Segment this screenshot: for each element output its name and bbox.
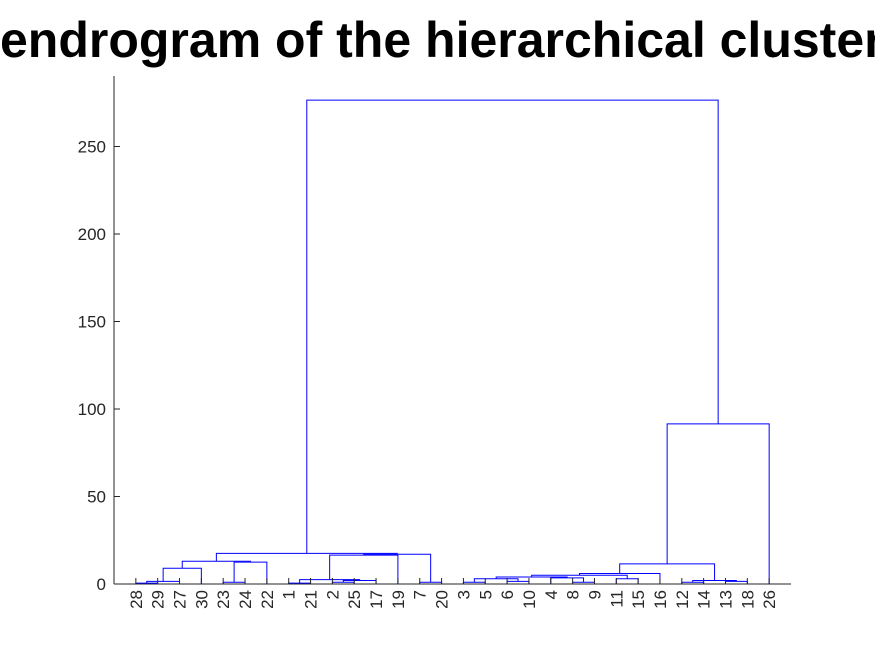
leaf-label-6: 6	[498, 590, 517, 599]
leaf-label-27: 27	[171, 590, 190, 609]
leaf-label-24: 24	[236, 590, 255, 609]
y-tick-label-100: 100	[78, 400, 106, 419]
leaf-label-3: 3	[454, 590, 473, 599]
dendrogram-link-n28	[666, 423, 770, 584]
leaf-label-18: 18	[738, 590, 757, 609]
leaf-label-8: 8	[564, 590, 583, 599]
leaf-label-1: 1	[280, 590, 299, 599]
leaf-label-25: 25	[345, 590, 364, 609]
leaf-label-20: 20	[433, 590, 452, 609]
dendrogram-links	[135, 99, 770, 584]
axes	[113, 76, 791, 585]
leaf-label-29: 29	[149, 590, 168, 609]
y-tick-label-200: 200	[78, 225, 106, 244]
y-tick-label-150: 150	[78, 313, 106, 332]
leaf-label-17: 17	[367, 590, 386, 609]
leaf-label-10: 10	[520, 590, 539, 609]
dendrogram-link-n29	[306, 99, 719, 554]
dendrogram-link-n19	[550, 577, 585, 584]
y-tick-label-50: 50	[87, 488, 106, 507]
leaf-label-5: 5	[476, 590, 495, 599]
leaf-label-26: 26	[760, 590, 779, 609]
dendrogram-link-n5	[233, 561, 268, 584]
y-axis-ticks: 0 50 100 150 200 250	[78, 138, 120, 594]
leaf-label-15: 15	[629, 590, 648, 609]
y-tick-label-250: 250	[78, 138, 106, 157]
leaf-label-2: 2	[323, 590, 342, 599]
dendrogram-link-n27	[619, 563, 716, 581]
leaf-label-13: 13	[716, 590, 735, 609]
leaf-label-28: 28	[127, 590, 146, 609]
leaf-label-30: 30	[192, 590, 211, 609]
leaf-label-9: 9	[585, 590, 604, 599]
leaf-label-14: 14	[695, 590, 714, 609]
dendrogram-link-n21	[615, 578, 639, 584]
leaf-label-7: 7	[411, 590, 430, 599]
leaf-label-4: 4	[542, 590, 561, 599]
chart-title: endrogram of the hierarchical cluster	[0, 12, 875, 68]
y-tick-label-0: 0	[97, 575, 106, 594]
leaf-label-19: 19	[389, 590, 408, 609]
dendrogram-link-n13	[363, 553, 432, 583]
leaf-label-11: 11	[607, 590, 626, 608]
leaf-label-22: 22	[258, 590, 277, 609]
leaf-label-23: 23	[214, 590, 233, 609]
x-axis-ticks: 28 29 27 30 23 24 22 1 21 2 25 17 19 7 20 3 5 6 10 4 8 9 11 15 1…	[127, 578, 779, 609]
leaf-label-12: 12	[673, 590, 692, 609]
leaf-label-16: 16	[651, 590, 670, 609]
leaf-label-21: 21	[302, 590, 321, 609]
